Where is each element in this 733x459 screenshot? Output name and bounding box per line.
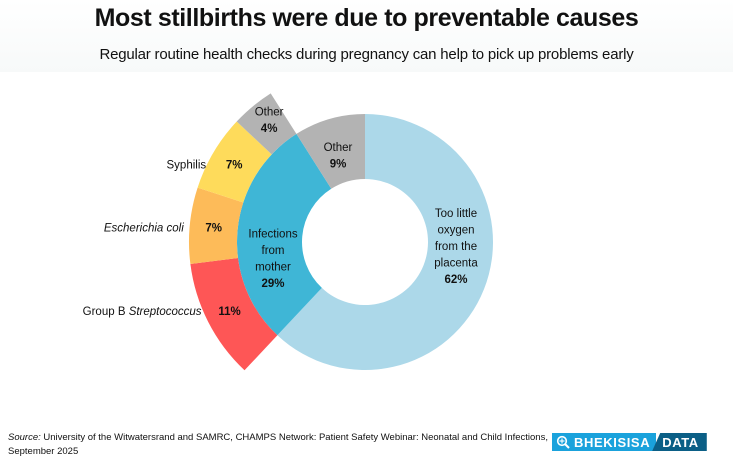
slice-too-little-oxygen-from-the-placenta-label-line: from the — [435, 241, 477, 253]
outer-slice-group-b-streptococcus-value-label: 11% — [218, 306, 240, 318]
chart-title: Most stillbirths were due to preventable… — [94, 4, 639, 32]
source-text: University of the Witwatersrand and SAMR… — [8, 432, 548, 457]
outer-slice-escherichia-coli — [189, 187, 244, 265]
outer-slice-syphilis-value-label: 7% — [226, 160, 243, 172]
slice-too-little-oxygen-from-the-placenta-label-line: placenta — [434, 258, 478, 270]
slice-too-little-oxygen-from-the-placenta-value-label: 62% — [444, 274, 467, 286]
logo-text-data: DATA — [662, 434, 699, 450]
slice-infections-from-mother — [237, 133, 332, 336]
outer-slice-escherichia-coli-value-label: 7% — [205, 223, 222, 235]
header-band — [0, 0, 733, 72]
outer-slice-other — [236, 93, 297, 155]
outer-ring — [189, 93, 297, 371]
slice-other-label-line: Other — [324, 142, 353, 154]
outer-slice-escherichia-coli-name-label: Escherichia coli — [104, 223, 184, 235]
source-note: Source: University of the Witwatersrand … — [8, 431, 548, 459]
slice-infections-from-mother-label-line: mother — [255, 261, 291, 273]
slice-infections-from-mother-label-line: Infections — [248, 228, 297, 240]
outer-slice-group-b-streptococcus-name-label: Group B Streptococcus — [83, 306, 202, 318]
slice-other — [296, 114, 365, 189]
outer-slice-other-value-label: 4% — [261, 123, 278, 135]
inner-ring — [237, 114, 493, 370]
slice-too-little-oxygen-from-the-placenta-label-line: oxygen — [437, 225, 474, 237]
slice-too-little-oxygen-from-the-placenta — [277, 114, 493, 370]
chart-subtitle: Regular routine health checks during pre… — [99, 46, 634, 63]
logo-right: DATA — [652, 433, 707, 451]
bhekisisa-data-logo: BHEKISISA DATA — [552, 433, 707, 451]
slice-infections-from-mother-label-line: from — [262, 245, 285, 257]
outer-slice-other-label-line: Other — [255, 107, 284, 119]
source-label: Source: — [8, 432, 41, 443]
slice-infections-from-mother-value-label: 29% — [261, 278, 284, 290]
outer-slice-syphilis — [197, 121, 272, 203]
slice-too-little-oxygen-from-the-placenta-label-line: Too little — [435, 208, 477, 220]
outer-slice-group-b-streptococcus — [190, 258, 278, 371]
chart-labels: Too little oxygen from the placenta 62% Infec… — [83, 107, 479, 318]
logo-left: BHEKISISA — [552, 433, 657, 451]
outer-slice-syphilis-name-label: Syphilis — [167, 160, 207, 172]
magnifier-icon — [556, 435, 570, 449]
slice-other-value-label: 9% — [330, 158, 347, 170]
logo-text-bhekisisa: BHEKISISA — [574, 434, 651, 450]
